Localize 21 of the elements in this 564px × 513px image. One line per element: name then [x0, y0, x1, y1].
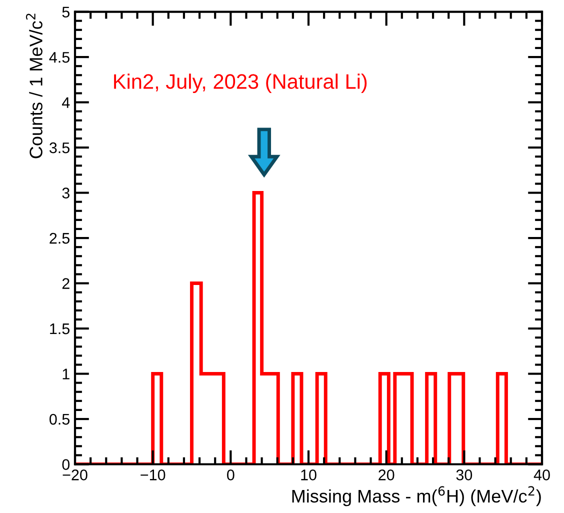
y-axis-title: Counts / 1 MeV/c$^{2}$	[26, 14, 42, 158]
x-tick-label: −10	[140, 470, 166, 480]
y-tick-label: 0.5	[50, 414, 70, 425]
x-tick-label: 40	[534, 470, 550, 480]
x-tick-label: 0	[227, 470, 234, 480]
x-axis-title: Missing Mass - m($^{6}$H) (MeV/c$^{2}$)	[292, 486, 541, 506]
y-tick-label: 1	[62, 368, 70, 380]
y-tick-label: 3.5	[49, 142, 70, 154]
x-tick-label: 20	[378, 470, 394, 480]
y-tick-label: 3	[62, 188, 70, 198]
y-tick-label: 4	[62, 97, 70, 108]
y-tick-label: 2	[62, 278, 70, 289]
x-tick-label: 10	[301, 470, 316, 480]
y-tick-label: 1.5	[50, 324, 70, 334]
annotation: Kin2, July, 2023 (Natural Li)	[114, 74, 367, 94]
x-tick-label: 30	[456, 470, 472, 480]
y-tick-label: 5	[62, 6, 70, 18]
y-tick-label: 2.5	[50, 232, 70, 244]
y-tick-label: 0	[62, 459, 70, 470]
y-tick-label: 4.5	[49, 52, 70, 63]
x-tick-label: −20	[62, 470, 88, 480]
